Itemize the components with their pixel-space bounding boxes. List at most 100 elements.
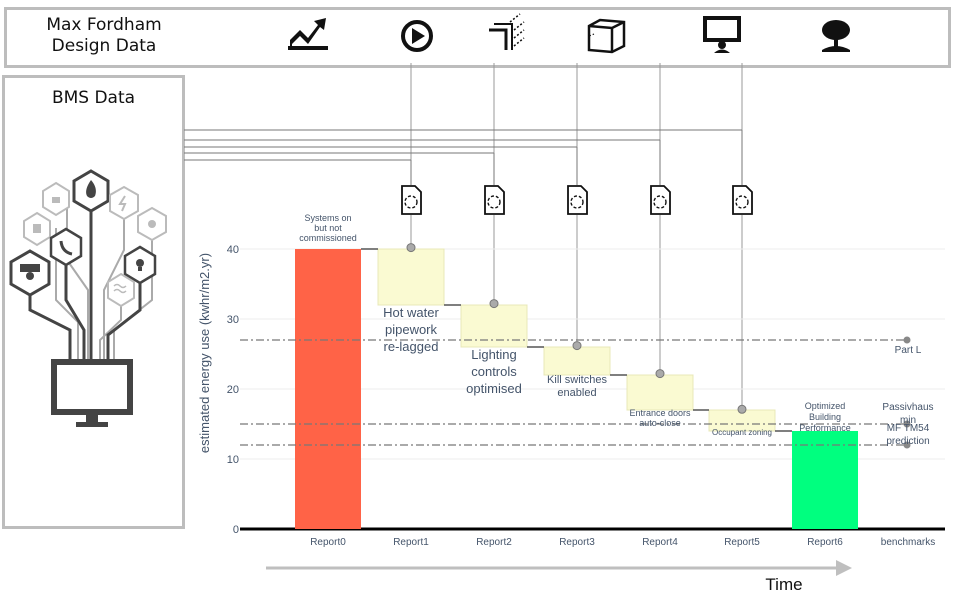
- document-cycle-mark: [404, 195, 418, 209]
- document-outline: [732, 185, 753, 215]
- tree-icon: [822, 20, 850, 52]
- benchmark-label-line: MF TM54: [887, 423, 930, 434]
- document-cycle-mark: [735, 195, 749, 209]
- total-bar-report0: [295, 249, 361, 529]
- window-icon: [23, 211, 51, 247]
- lock-icon: [42, 181, 70, 217]
- cctv-icon: [9, 249, 51, 297]
- document-outline: [484, 185, 505, 215]
- document-icon: [732, 185, 753, 215]
- document-cycle-mark: [653, 195, 667, 209]
- document-cycle-mark: [487, 195, 501, 209]
- step-label-report5: Occupant zoning: [712, 428, 772, 437]
- benchmark-marker: [903, 420, 911, 428]
- chart-bars: [295, 243, 858, 529]
- bms-connector-lines: [184, 63, 743, 410]
- document-icon: [567, 185, 588, 215]
- fire-icon: [72, 169, 110, 213]
- step-label-line: commissioned: [299, 233, 357, 243]
- report-marker: [489, 299, 499, 309]
- step-label-line: pipework: [385, 322, 438, 337]
- step-label-report3: Kill switches enabled: [547, 374, 607, 399]
- gear-icon: [137, 206, 167, 242]
- report-marker: [572, 341, 582, 351]
- step-label-line: Systems on: [304, 213, 351, 223]
- y-tick-label: 0: [233, 524, 239, 536]
- y-axis-label: estimated energy use (kwhr/m2.yr): [197, 253, 212, 453]
- step-label-report4: Entrance doors auto-close: [629, 408, 691, 428]
- step-label-line: Kill switches: [547, 374, 607, 386]
- step-label-line: Hot water: [383, 305, 439, 320]
- benchmark-marker: [903, 441, 911, 449]
- decrease-box-report3: [543, 346, 611, 376]
- step-label-line: Performance: [799, 423, 851, 433]
- step-label-report1: Hot water pipework re-lagged: [383, 305, 439, 354]
- x-tick-label: Report0: [310, 537, 346, 548]
- document-icon: [401, 185, 422, 215]
- x-axis-labels: Report0 Report1 Report2 Report3 Report4 Repor…: [310, 537, 935, 548]
- lightbulb-icon: [123, 245, 157, 285]
- bms-illustration: [9, 169, 167, 427]
- x-tick-label: Report2: [476, 537, 512, 548]
- y-tick-label: 20: [227, 384, 239, 396]
- benchmark-label-line: Part L: [895, 345, 922, 356]
- design-data-title: Max Fordham Design Data: [29, 15, 179, 57]
- step-label-report2: Lighting controls optimised: [466, 347, 522, 396]
- step-label-line: optimised: [466, 381, 522, 396]
- decrease-box-report1: [377, 248, 445, 306]
- bms-data-panel: BMS Data: [2, 75, 185, 529]
- benchmark-label-line: Passivhaus: [882, 402, 933, 413]
- y-axis-ticks: 0 10 20 30 40: [227, 244, 239, 536]
- phone-icon: [49, 227, 83, 267]
- x-tick-label: Report5: [724, 537, 760, 548]
- x-tick-label: Report1: [393, 537, 429, 548]
- design-data-panel: Max Fordham Design Data: [4, 7, 951, 68]
- design-data-title-line1: Max Fordham: [46, 15, 162, 35]
- play-circle-icon: [401, 20, 433, 52]
- document-outline: [650, 185, 671, 215]
- document-outline: [401, 185, 422, 215]
- decrease-box-report2: [460, 304, 528, 348]
- step-label-line: controls: [471, 364, 517, 379]
- step-label-line: Lighting: [471, 347, 517, 362]
- design-data-title-line2: Design Data: [51, 36, 157, 56]
- benchmark-label: Passivhaus min: [882, 402, 933, 426]
- document-cycle-mark: [570, 195, 584, 209]
- lighting-diagram-icon: [489, 13, 525, 50]
- monitor-icon: [51, 359, 133, 427]
- x-tick-label: Report4: [642, 537, 678, 548]
- y-tick-label: 10: [227, 454, 239, 466]
- step-label-report0: Systems on but not commissioned: [299, 213, 357, 243]
- benchmark-label-line: min: [900, 415, 916, 426]
- trend-chart-icon: [288, 18, 328, 50]
- step-label-line: re-lagged: [384, 339, 439, 354]
- decrease-box-report4: [626, 374, 694, 411]
- step-label-line: Building: [809, 412, 841, 422]
- report-marker: [655, 369, 665, 379]
- step-label-line: Occupant zoning: [712, 428, 772, 437]
- time-label: Time: [765, 575, 802, 594]
- x-tick-label: benchmarks: [881, 537, 935, 548]
- hvac-icon: [107, 272, 135, 308]
- benchmark-label: MF TM54 prediction: [886, 423, 929, 447]
- y-tick-label: 30: [227, 314, 239, 326]
- report-document-icons: [401, 185, 753, 215]
- monitor-user-icon: [703, 16, 741, 53]
- step-label-line: but not: [314, 223, 342, 233]
- document-icon: [650, 185, 671, 215]
- report-marker: [737, 404, 747, 414]
- power-icon: [109, 185, 139, 221]
- document-icon: [484, 185, 505, 215]
- bms-data-title: BMS Data: [51, 88, 136, 108]
- step-label-report6: Optimized Building Performance: [799, 401, 851, 433]
- report-marker: [406, 243, 416, 253]
- total-bar-report6: [792, 431, 858, 529]
- cube-icon: [587, 18, 626, 54]
- benchmark-label-line: prediction: [886, 436, 929, 447]
- step-label-line: enabled: [557, 387, 596, 399]
- benchmark-label: Part L: [895, 345, 922, 356]
- step-labels: Systems on but not commissioned Hot water pi…: [299, 213, 851, 437]
- y-tick-label: 40: [227, 244, 239, 256]
